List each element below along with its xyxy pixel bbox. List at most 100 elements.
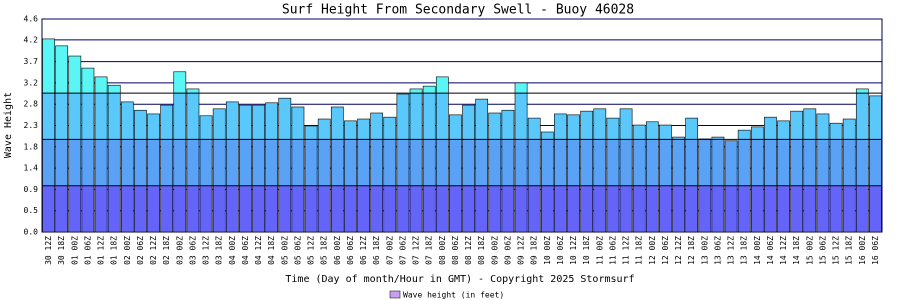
bar [383, 116, 397, 233]
x-tick-label: 07 12Z [412, 236, 421, 265]
x-tick-label: 02 00Z [123, 236, 132, 265]
x-tick-label: 30 18Z [57, 236, 66, 265]
x-tick-label: 06 12Z [359, 236, 368, 265]
bar [724, 140, 738, 233]
x-tick-label: 05 18Z [320, 236, 329, 265]
x-tick-label: 01 00Z [70, 236, 79, 265]
bar [94, 76, 108, 233]
bar [134, 109, 147, 233]
x-tick-label: 09 12Z [517, 236, 526, 265]
bar [790, 110, 804, 233]
bar [265, 102, 279, 233]
bar [567, 114, 580, 233]
bar [107, 84, 121, 233]
legend-label: Wave height (in feet) [403, 291, 504, 300]
bar [869, 95, 882, 233]
bar [606, 117, 620, 233]
bar [514, 82, 528, 233]
y-tick-label: 0.5 [24, 206, 39, 215]
y-tick-label: 2.8 [24, 100, 39, 109]
bar [357, 118, 370, 233]
x-tick-label: 01 06Z [83, 236, 92, 265]
bar [711, 136, 725, 233]
bar [173, 71, 187, 233]
bar [619, 108, 633, 233]
y-tick-label: 1.8 [24, 142, 39, 151]
x-tick-label: 13 18Z [740, 236, 749, 265]
x-tick-label: 05 00Z [280, 236, 289, 265]
y-tick-label: 3.7 [24, 57, 39, 66]
x-tick-label: 14 06Z [766, 236, 775, 265]
x-tick-label: 15 00Z [805, 236, 814, 265]
x-axis-title: Time (Day of month/Hour in GMT) - Copyri… [285, 274, 634, 285]
x-tick-label: 06 00Z [333, 236, 342, 265]
x-tick-label: 07 18Z [425, 236, 434, 265]
bar [645, 121, 659, 233]
x-tick-label: 12 12Z [674, 236, 683, 265]
x-tick-label: 13 12Z [727, 236, 736, 265]
y-tick-label: 1.4 [24, 164, 39, 173]
x-tick-label: 03 18Z [215, 236, 224, 265]
bar [186, 88, 200, 233]
bar [212, 108, 226, 233]
bar [252, 104, 265, 233]
x-tick-label: 13 06Z [713, 236, 722, 265]
y-tick-label: 0.0 [24, 228, 39, 237]
bar [449, 114, 462, 233]
x-tick-label: 10 06Z [556, 236, 565, 265]
x-tick-label: 03 12Z [202, 236, 211, 265]
legend-swatch [389, 290, 401, 299]
bar [829, 122, 843, 233]
x-tick-label: 30 12Z [44, 236, 53, 265]
x-tick-label: 13 00Z [700, 236, 709, 265]
x-tick-label: 05 06Z [293, 236, 302, 265]
x-tick-label: 14 12Z [779, 236, 788, 265]
bar [304, 125, 318, 233]
x-tick-label: 08 06Z [451, 236, 460, 265]
bar [777, 120, 790, 233]
chart-title: Surf Height From Secondary Swell - Buoy … [282, 3, 634, 18]
bar [291, 106, 305, 233]
bar [370, 112, 384, 233]
bar [475, 98, 489, 233]
x-tick-label: 11 18Z [635, 236, 644, 265]
x-tick-label: 15 12Z [832, 236, 841, 265]
bar [632, 124, 646, 233]
bar [462, 104, 475, 233]
x-tick-label: 04 06Z [241, 236, 250, 265]
bar [120, 101, 134, 233]
bar [239, 104, 252, 233]
x-tick-label: 15 06Z [818, 236, 827, 265]
x-tick-label: 07 00Z [385, 236, 394, 265]
x-tick-label: 09 06Z [503, 236, 512, 265]
x-tick-label: 11 12Z [622, 236, 631, 265]
x-tick-label: 12 18Z [687, 236, 696, 265]
bar [330, 106, 344, 233]
x-tick-label: 04 12Z [254, 236, 263, 265]
x-tick-label: 16 06Z [871, 236, 880, 265]
bar [737, 129, 751, 233]
x-tick-label: 01 18Z [110, 236, 119, 265]
x-tick-label: 11 00Z [595, 236, 604, 265]
bar [278, 97, 292, 233]
y-tick-label: 3.2 [24, 78, 39, 87]
bar [488, 112, 502, 233]
bar [580, 110, 594, 233]
bar [501, 109, 515, 233]
bar [147, 113, 160, 233]
x-tick-label: 05 12Z [307, 236, 316, 265]
bar [199, 115, 213, 233]
y-tick-label: 2.3 [24, 121, 39, 130]
x-tick-label: 04 18Z [267, 236, 276, 265]
y-axis-title: Wave Height [3, 92, 14, 158]
bar [855, 88, 869, 233]
x-tick-label: 12 06Z [661, 236, 670, 265]
x-tick-label: 15 18Z [845, 236, 854, 265]
bar [764, 116, 777, 233]
bar [527, 117, 541, 233]
bar [42, 38, 55, 233]
bar [685, 117, 699, 233]
x-tick-label: 04 00Z [228, 236, 237, 265]
bar [409, 88, 423, 233]
